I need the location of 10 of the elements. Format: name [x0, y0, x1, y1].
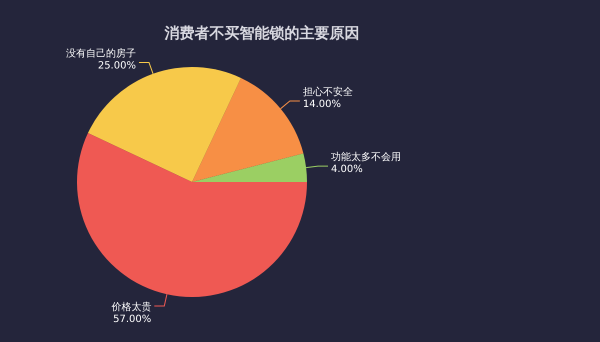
- data-label: 4.00%: [331, 164, 363, 176]
- slice-label: 价格太贵: [110, 300, 152, 313]
- data-label: 14.00%: [302, 99, 341, 110]
- data-label: 25.00%: [98, 60, 136, 72]
- slice-label: 没有自己的房子: [66, 48, 136, 60]
- chart-title: 消费者不买智能锁的主要原因: [164, 24, 360, 42]
- pie-slice: [192, 78, 304, 182]
- slice-label: 担心不安全: [302, 86, 353, 98]
- data-label: 57.00%: [113, 314, 152, 325]
- slice-label: 功能太多不会用: [331, 151, 401, 164]
